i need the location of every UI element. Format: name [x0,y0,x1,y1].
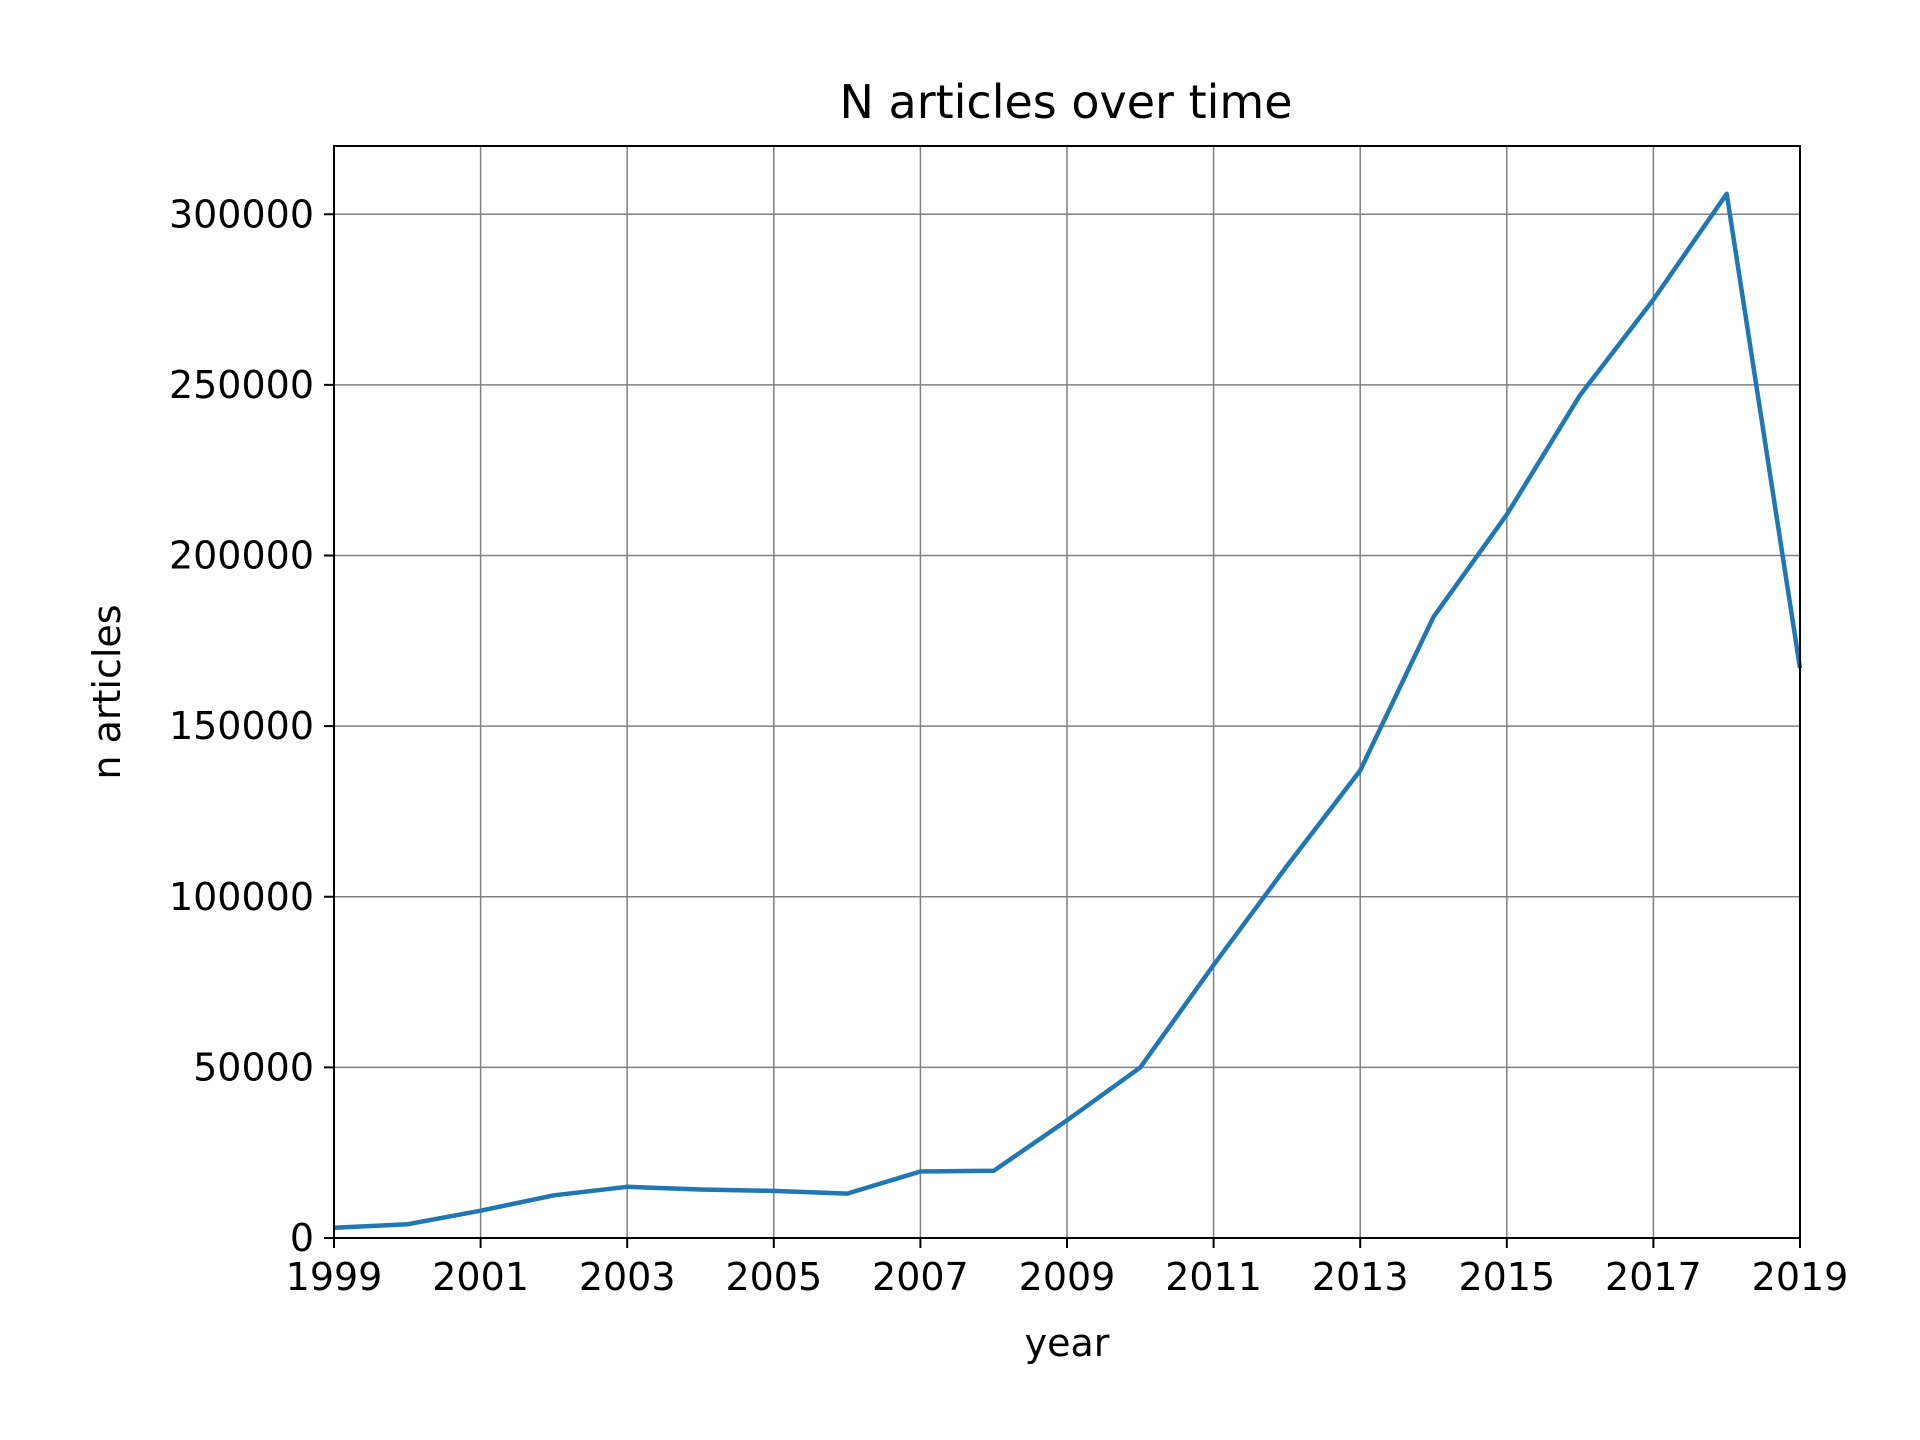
series-line [333,191,1803,1231]
y-tick-label: 0 [290,1216,314,1260]
x-tick-label: 2019 [1752,1255,1849,1299]
y-axis-label: n articles [85,604,129,779]
x-tick-label: 2013 [1312,1255,1409,1299]
y-tick-label: 50000 [193,1045,314,1089]
y-tick-label: 100000 [169,875,314,919]
x-tick-label: 2011 [1165,1255,1262,1299]
y-axis: 0 50000 100000 150000 200000 250000 300000 [169,192,334,1260]
y-tick-label: 150000 [169,704,314,748]
x-tick-label: 2005 [725,1255,822,1299]
x-tick-label: 2015 [1458,1255,1555,1299]
grid [333,146,1801,1239]
y-tick-label: 250000 [169,363,314,407]
x-tick-label: 2001 [432,1255,529,1299]
x-axis-label: year [1025,1321,1110,1365]
x-axis: 1999 2001 2003 2005 2007 2009 2011 2013 2015 2017… [286,1238,1849,1299]
x-tick-label: 1999 [286,1255,383,1299]
y-tick-label: 300000 [169,192,314,236]
y-tick-label: 200000 [169,534,314,578]
x-tick-label: 2007 [872,1255,969,1299]
x-tick-label: 2003 [579,1255,676,1299]
series-layer [333,191,1803,1231]
x-tick-label: 2017 [1605,1255,1702,1299]
chart-title: N articles over time [839,75,1292,129]
x-tick-label: 2009 [1019,1255,1116,1299]
